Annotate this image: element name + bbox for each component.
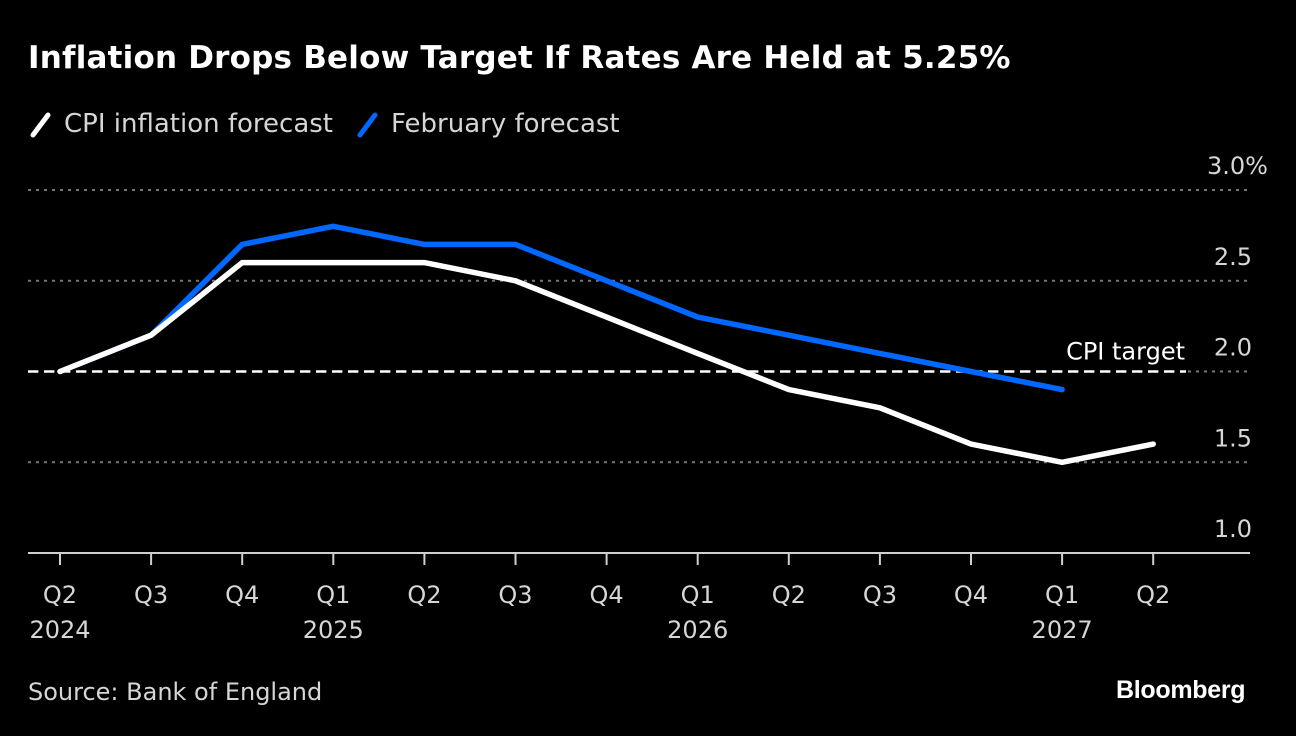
x-axis: Q2 2024 Q3 Q4 Q1 2025 Q2 Q3 Q4 Q1 2026 Q2 Q3 Q4 Q1 2027… [28,552,1250,644]
source-note: Source: Bank of England [28,678,323,706]
y-tick-label: 2.5 [1214,243,1252,271]
legend-item-cpi-forecast: CPI inflation forecast [28,109,333,139]
series-lines [57,223,1156,466]
x-tick-label-quarter: Q2 [43,581,77,609]
gridlines [28,189,1250,464]
cpi-target-label: CPI target [1066,338,1185,366]
y-tick-label: 1.0 [1214,515,1252,543]
x-tick-label-year: 2025 [303,616,364,644]
y-tick-label: 3.0% [1207,152,1268,180]
cpi-target-reference: CPI target [28,338,1186,373]
legend: CPI inflation forecast February forecast [28,106,642,142]
y-tick-label: 1.5 [1214,424,1252,452]
x-tick-label-quarter: Q3 [498,581,532,609]
series-line-february-forecast [57,223,1065,393]
x-tick-label-quarter: Q3 [863,581,897,609]
chart-title: Inflation Drops Below Target If Rates Ar… [28,40,1011,76]
x-tick-label-quarter: Q2 [407,581,441,609]
x-tick-label-quarter: Q4 [590,581,624,609]
x-tick-label-quarter: Q2 [772,581,806,609]
series-line-cpi-inflation-forecast [57,259,1156,466]
x-tick-label-quarter: Q1 [1045,581,1079,609]
x-tick-label-quarter: Q1 [681,581,715,609]
legend-swatch-white-line-icon [30,112,51,138]
x-tick-label-quarter: Q4 [225,581,259,609]
legend-item-february-forecast: February forecast [355,109,620,139]
legend-label-cpi-forecast: CPI inflation forecast [64,109,333,139]
legend-label-february-forecast: February forecast [391,109,620,139]
x-tick-label-quarter: Q4 [954,581,988,609]
x-tick-label-quarter: Q1 [316,581,350,609]
y-axis-labels: 3.0% 2.5 2.0 1.5 1.0 [1207,152,1268,543]
x-tick-label-year: 2024 [29,616,90,644]
bloomberg-logo: Bloomberg [1116,676,1246,704]
y-tick-label: 2.0 [1214,334,1252,362]
legend-swatch-blue-line-icon [357,112,378,138]
x-tick-label-year: 2026 [667,616,728,644]
x-tick-label-year: 2027 [1032,616,1093,644]
x-tick-label-quarter: Q3 [134,581,168,609]
x-tick-label-quarter: Q2 [1136,581,1170,609]
